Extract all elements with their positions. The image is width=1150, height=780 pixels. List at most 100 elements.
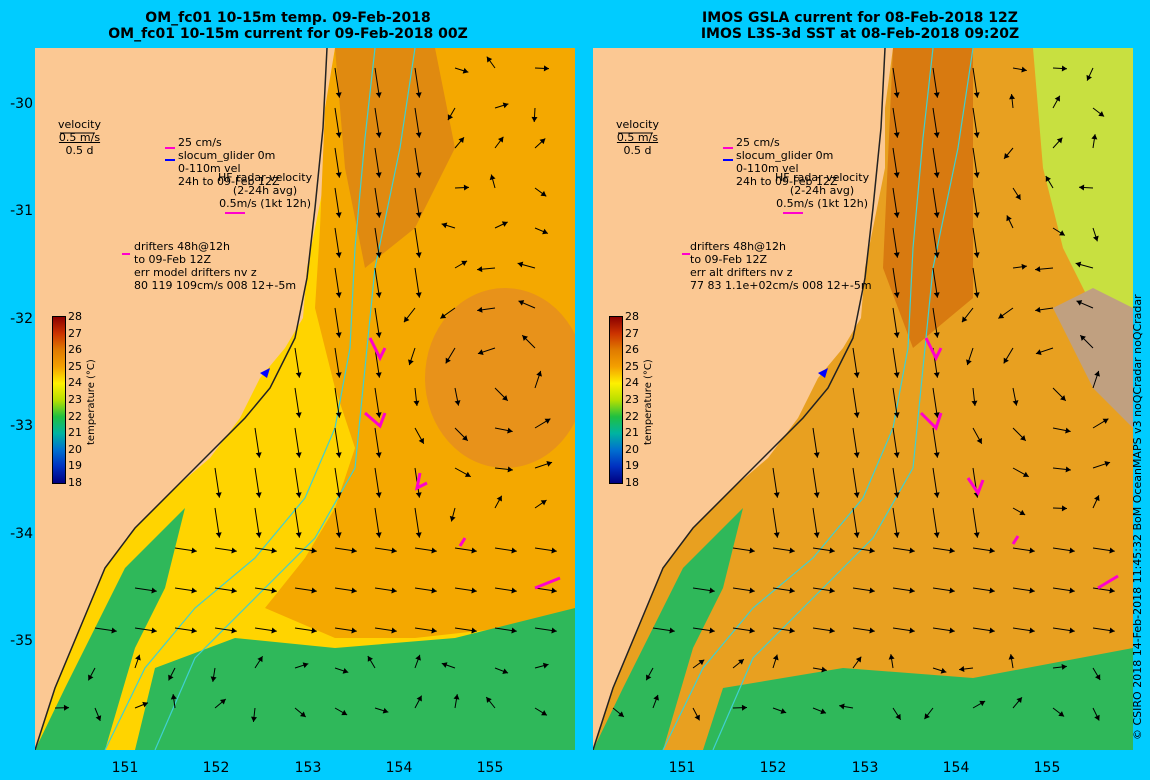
velocity-arrowhead	[973, 92, 980, 98]
colorbar-tick: 27	[68, 326, 82, 340]
drifter-track	[414, 472, 428, 491]
velocity-arrowhead	[431, 547, 437, 554]
velocity-arrowhead	[151, 627, 157, 634]
velocity-arrowhead	[973, 292, 980, 298]
velocity-arrowhead	[789, 547, 795, 554]
velocity-arrowhead	[1016, 697, 1022, 704]
isobath-contour	[662, 48, 934, 750]
velocity-arrowhead	[1019, 509, 1026, 516]
colorbar-tick: 19	[625, 459, 639, 473]
velocity-arrowhead	[829, 587, 835, 594]
velocity-arrow	[374, 507, 380, 538]
velocity-arrowhead	[966, 359, 972, 366]
velocity-arrowhead	[295, 532, 302, 538]
right-map-svg	[593, 48, 1133, 750]
colorbar-label-right: temperature (°C)	[643, 359, 654, 445]
velocity-arrow	[334, 507, 340, 538]
velocity-arrowhead	[973, 252, 980, 258]
velocity-arrowhead	[335, 92, 342, 98]
velocity-arrowhead	[531, 116, 538, 122]
x-tick: 154	[385, 760, 413, 776]
drifter-track	[368, 337, 387, 362]
velocity-arrowhead	[820, 708, 827, 715]
glider-marker	[818, 368, 828, 378]
velocity-arrowhead	[351, 547, 357, 554]
velocity-arrowhead	[1061, 505, 1067, 512]
velocity-arrowhead	[441, 222, 448, 229]
velocity-arrowhead	[989, 587, 995, 594]
velocity-arrowhead	[909, 547, 915, 554]
velocity-arrowhead	[1061, 65, 1067, 72]
velocity-arrow	[972, 507, 978, 538]
velocity-arrowhead	[415, 492, 422, 498]
cool-patch-north	[1033, 48, 1133, 348]
velocity-arrowhead	[431, 587, 437, 594]
missing-data-patch	[1053, 288, 1133, 428]
velocity-arrowhead	[477, 306, 483, 313]
velocity-arrowhead	[415, 292, 422, 298]
colorbar-tick: 18	[625, 476, 639, 489]
colorbar-tick: 23	[625, 393, 639, 406]
velocity-arrow	[932, 507, 938, 538]
hf-scale-label: 0.5m/s (1kt 12h)	[219, 197, 311, 210]
velocity-arrowhead	[341, 709, 348, 716]
velocity-arrowhead	[375, 452, 382, 458]
velocity-arrowhead	[971, 400, 978, 406]
isobath-contour	[104, 48, 376, 750]
velocity-arrowhead	[471, 627, 477, 634]
velocity-title: velocity	[616, 118, 659, 131]
velocity-arrow	[214, 507, 220, 538]
velocity-arrowhead	[646, 674, 652, 681]
velocity-arrowhead	[299, 711, 306, 717]
right-map-panel	[593, 48, 1133, 750]
velocity-arrowhead	[375, 172, 382, 178]
velocity-arrowhead	[461, 260, 468, 267]
warm-core	[883, 48, 973, 348]
velocity-arrowhead	[271, 547, 277, 554]
velocity-arrowhead	[989, 547, 995, 554]
velocity-arrowhead	[415, 654, 421, 661]
velocity-arrowhead	[961, 316, 968, 323]
velocity-arrowhead	[869, 587, 875, 594]
velocity-arrowhead	[1008, 654, 1015, 660]
velocity-arrowhead	[1098, 111, 1105, 117]
velocity-arrowhead	[1021, 66, 1027, 73]
velocity-arrowhead	[542, 662, 549, 669]
velocity-arrowhead	[821, 666, 827, 673]
velocity-arrowhead	[853, 452, 860, 458]
velocity-arrowhead	[853, 412, 860, 418]
velocity-arrowhead	[191, 587, 197, 594]
hf-radar-label: HF radar velocity	[775, 171, 870, 184]
colorbar-tick: 22	[68, 409, 82, 423]
velocity-arrowhead	[1104, 461, 1111, 467]
velocity-arrowhead	[486, 56, 493, 63]
velocity-arrowhead	[255, 452, 262, 458]
velocity-arrowhead	[998, 313, 1005, 319]
velocity-arrowhead	[489, 174, 496, 181]
core-current	[335, 48, 455, 268]
velocity-arrowhead	[709, 587, 715, 594]
drifter-track	[966, 477, 985, 497]
velocity-arrowhead	[772, 654, 779, 661]
stats-header: err model drifters nv z	[134, 266, 257, 279]
velocity-arrowhead	[271, 627, 277, 634]
sst-field	[593, 48, 1133, 750]
velocity-arrowhead	[1059, 230, 1065, 236]
stats-values: 80 119 109cm/s 008 12+-5m	[134, 279, 297, 292]
velocity-arrowhead	[522, 335, 528, 341]
hf-radar-label: HF radar velocity	[218, 171, 313, 184]
velocity-arrowhead	[335, 172, 342, 178]
y-tick: -34	[10, 526, 33, 542]
velocity-arrowhead	[351, 627, 357, 634]
velocity-arrowhead	[924, 713, 930, 720]
cool-water-south	[703, 648, 1133, 750]
drifter-label: drifters 48h@12h	[134, 240, 231, 253]
velocity-arrow	[972, 187, 978, 218]
velocity-arrowhead	[1109, 547, 1115, 554]
drifter-track	[458, 537, 467, 547]
velocity-arrowhead	[893, 212, 900, 218]
velocity-arrowhead	[311, 547, 317, 554]
warm-eddy	[425, 288, 575, 468]
velocity-arrowhead	[855, 656, 862, 663]
x-tick: 153	[851, 760, 879, 776]
